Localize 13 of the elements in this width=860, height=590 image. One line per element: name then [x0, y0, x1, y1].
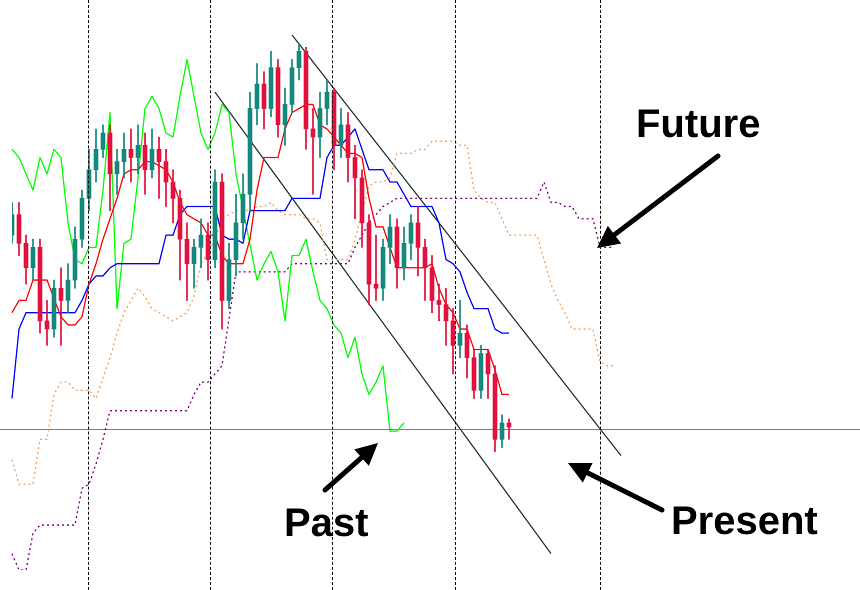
candlestick — [436, 284, 442, 322]
text: Past — [284, 501, 368, 545]
candlestick — [44, 300, 50, 346]
candlestick — [128, 128, 134, 182]
candlestick — [374, 234, 378, 301]
candlestick — [198, 218, 204, 268]
text: Present — [671, 499, 818, 543]
candlestick — [58, 267, 64, 346]
candlestick — [310, 108, 316, 195]
text: Future — [636, 102, 760, 146]
candlestick — [506, 418, 512, 440]
candlestick — [458, 300, 462, 358]
candlestick — [156, 136, 162, 199]
